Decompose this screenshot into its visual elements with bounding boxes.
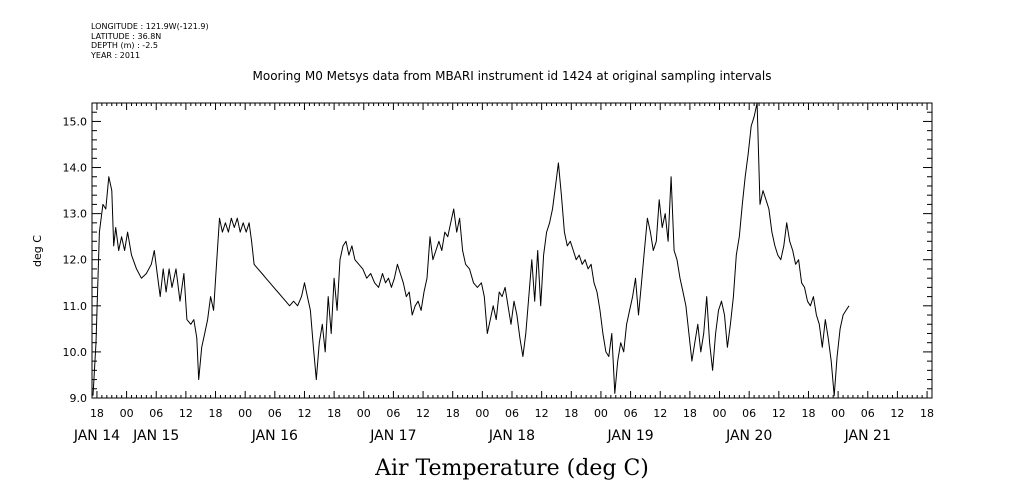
x-hour-label: 06 — [742, 407, 756, 420]
x-hour-label: 18 — [801, 407, 815, 420]
y-axis-label: deg C — [31, 235, 44, 267]
x-hour-label: 12 — [653, 407, 667, 420]
x-hour-label: 18 — [209, 407, 223, 420]
y-tick-label: 10.0 — [63, 346, 88, 359]
y-tick-label: 9.0 — [70, 392, 88, 405]
x-axis-label: Air Temperature (deg C) — [374, 456, 649, 481]
x-day-label: JAN 17 — [369, 428, 416, 444]
temperature-line — [92, 102, 850, 397]
plot-frame — [91, 102, 933, 399]
year-text: YEAR : 2011 — [91, 50, 141, 60]
depth-text: DEPTH (m) : -2.5 — [91, 41, 158, 50]
longitude-text: LONGITUDE : 121.9W(-121.9) — [91, 22, 209, 31]
x-hour-label: 06 — [268, 407, 282, 420]
x-day-label: JAN 21 — [844, 428, 891, 444]
x-hour-label: 18 — [683, 407, 697, 420]
x-day-label: JAN 19 — [606, 428, 653, 444]
x-hour-label: 06 — [861, 407, 875, 420]
x-day-label: JAN 20 — [725, 428, 772, 444]
x-hour-label: 00 — [713, 407, 727, 420]
y-axis: 9.0 10.0 11.0 12.0 13.0 14.0 15.0 — [63, 111, 932, 405]
x-day-label: JAN 18 — [488, 428, 535, 444]
y-tick-label: 11.0 — [63, 300, 88, 313]
x-hour-label: 18 — [90, 407, 104, 420]
y-tick-label: 13.0 — [63, 208, 88, 221]
chart-title: Mooring M0 Metsys data from MBARI instru… — [253, 69, 772, 83]
x-hour-label: 06 — [505, 407, 519, 420]
x-hour-label: 06 — [386, 407, 400, 420]
x-hour-label: 18 — [920, 407, 934, 420]
y-tick-label: 15.0 — [63, 115, 88, 128]
x-axis: 18 00 06 12 18 00 06 12 18 00 06 12 18 00 06 12 18 00 06 12… — [73, 103, 934, 444]
x-hour-label: 18 — [327, 407, 341, 420]
x-hour-label: 00 — [594, 407, 608, 420]
x-hour-label: 18 — [446, 407, 460, 420]
x-hour-label: 12 — [772, 407, 786, 420]
x-hour-label: 06 — [624, 407, 638, 420]
x-hour-label: 12 — [179, 407, 193, 420]
latitude-text: LATITUDE : 36.8N — [91, 31, 162, 41]
y-tick-label: 12.0 — [63, 254, 88, 267]
x-hour-label: 06 — [149, 407, 163, 420]
y-tick-label: 14.0 — [63, 162, 88, 175]
x-day-label: JAN 16 — [251, 428, 298, 444]
x-day-label: JAN 15 — [132, 428, 179, 444]
x-hour-label: 12 — [297, 407, 311, 420]
series-group — [92, 102, 850, 397]
metadata-block: LONGITUDE : 121.9W(-121.9) LATITUDE : 36… — [91, 22, 209, 60]
x-hour-label: 00 — [357, 407, 371, 420]
x-hour-label: 00 — [831, 407, 845, 420]
x-hour-label: 12 — [890, 407, 904, 420]
x-hour-label: 12 — [535, 407, 549, 420]
x-day-label: JAN 14 — [73, 428, 120, 444]
x-hour-label: 12 — [416, 407, 430, 420]
x-hour-label: 18 — [564, 407, 578, 420]
x-hour-label: 00 — [238, 407, 252, 420]
x-hour-label: 00 — [120, 407, 134, 420]
x-hour-label: 00 — [475, 407, 489, 420]
